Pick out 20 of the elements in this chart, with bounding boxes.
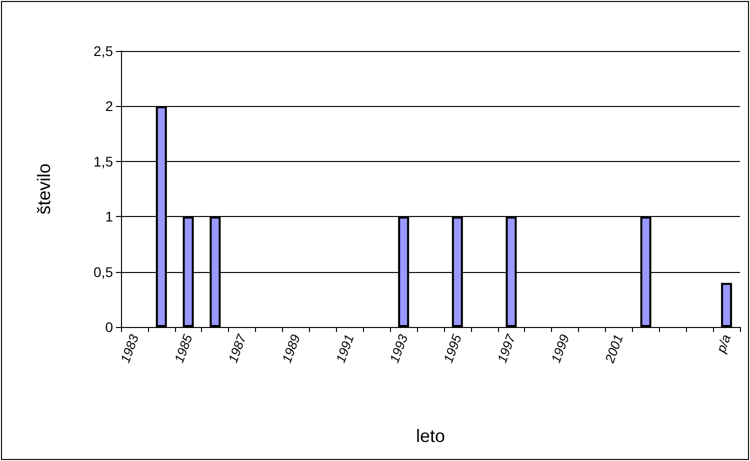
y-tick-label: 1 [105, 208, 114, 225]
y-tick-label: 1,5 [94, 153, 114, 170]
x-tick-label: 1993 [386, 332, 411, 365]
x-tick-label: 1983 [118, 332, 142, 365]
y-tick-label: 0 [105, 319, 114, 335]
y-axis-title: število [34, 163, 54, 215]
bar [721, 282, 732, 327]
x-tick-label: 1999 [548, 332, 572, 365]
y-tick-label: 2 [105, 98, 114, 114]
x-tick-label: 1991 [332, 332, 357, 365]
x-tick-label: p/a [712, 332, 734, 356]
x-axis-title: leto [416, 426, 446, 446]
y-tick-label: 2,5 [94, 43, 114, 59]
x-tick-label: 1995 [440, 332, 465, 365]
x-tick-label: 1985 [171, 332, 196, 365]
x-tick-label: 1987 [225, 332, 250, 365]
y-tick-label: 0,5 [94, 264, 114, 280]
x-tick-label: 1989 [279, 332, 303, 365]
x-tick-label: 1997 [494, 332, 519, 365]
x-tick-label: 2001 [602, 332, 626, 366]
